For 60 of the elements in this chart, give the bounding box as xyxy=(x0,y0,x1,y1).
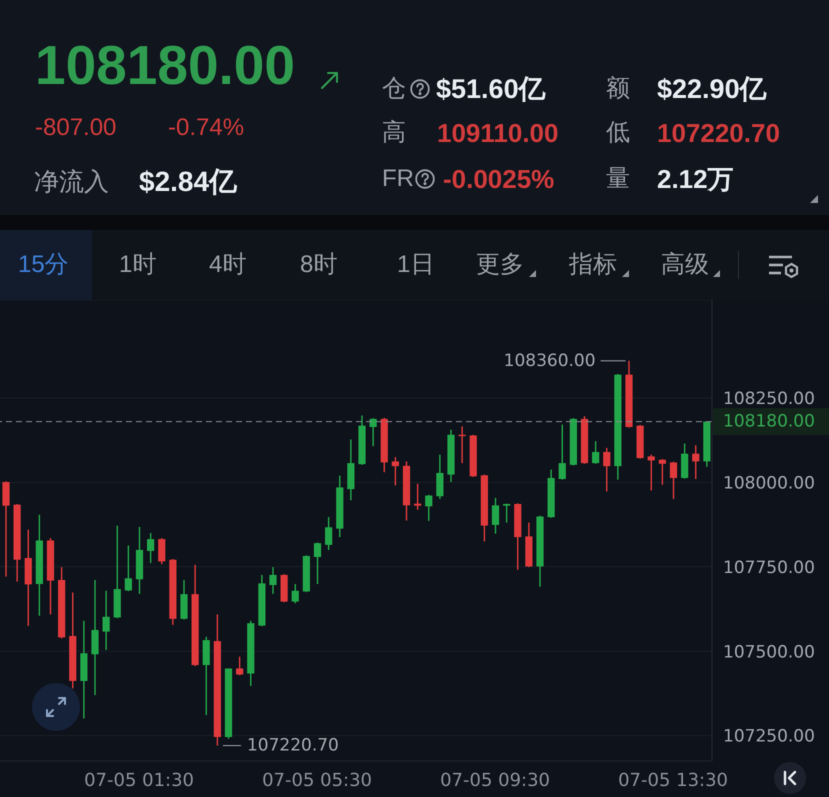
x-tick-label: 07-05 01:30 xyxy=(84,770,194,791)
y-tick-label: 107750.00 xyxy=(723,558,815,578)
text: 净流入 xyxy=(34,168,109,196)
candlestick xyxy=(658,458,666,486)
candlestick xyxy=(314,542,322,585)
text: -0.0025% xyxy=(443,164,554,194)
text: 15分 xyxy=(18,251,69,278)
candlestick xyxy=(648,454,655,492)
x-tick-label: 07-05 13:30 xyxy=(618,770,728,791)
annotation: 107220.70 xyxy=(246,736,339,756)
text: $2.84亿 xyxy=(139,166,238,197)
candlestick xyxy=(124,544,132,592)
candlestick xyxy=(236,656,244,676)
candlestick xyxy=(392,456,399,486)
text: 额 xyxy=(606,75,630,102)
text: 高 xyxy=(382,119,406,146)
candlestick xyxy=(269,566,277,595)
candlestick xyxy=(158,537,166,565)
y-tick-label: 108000.00 xyxy=(723,473,815,494)
annotation: 108360.00 xyxy=(504,350,596,371)
text: 仓 xyxy=(382,75,406,102)
text: 8时 xyxy=(300,251,338,278)
candlestick xyxy=(492,497,500,534)
y-tick-label: 108250.00 xyxy=(723,388,815,409)
text: $51.60亿 xyxy=(436,74,546,104)
text: 4时 xyxy=(209,251,246,278)
candlestick xyxy=(325,516,332,551)
candlestick xyxy=(592,440,600,464)
text: 2.12万 xyxy=(657,164,734,194)
text: 108180.00 xyxy=(35,34,295,96)
text: 109110.00 xyxy=(437,118,558,148)
candlestick xyxy=(692,444,700,480)
candlestick xyxy=(147,532,154,564)
text: 高级 xyxy=(661,251,709,278)
text: $22.90亿 xyxy=(657,74,767,104)
text: 低 xyxy=(606,119,630,146)
text: 量 xyxy=(606,165,630,192)
text: 107220.70 xyxy=(657,118,780,148)
text: -807.00 xyxy=(35,114,116,141)
candlestick xyxy=(414,483,422,510)
text: FR xyxy=(382,165,414,192)
candlestick xyxy=(2,480,10,578)
candlestick xyxy=(558,424,566,480)
text: 1时 xyxy=(119,251,156,278)
text: -0.74% xyxy=(168,114,244,141)
candlestick xyxy=(425,494,432,522)
candlestick xyxy=(603,447,610,492)
text: 1日 xyxy=(397,251,434,278)
candlestick xyxy=(102,590,110,651)
candlestick xyxy=(670,461,678,500)
x-tick-label: 07-05 09:30 xyxy=(440,770,550,791)
text: 指标 xyxy=(569,251,617,278)
candlestick xyxy=(370,418,377,447)
ref-line-label: 108180.00 xyxy=(723,412,815,432)
x-tick-label: 07-05 05:30 xyxy=(262,770,372,791)
y-tick-label: 107500.00 xyxy=(723,642,815,662)
candlestick xyxy=(436,454,444,500)
candlestick xyxy=(292,583,299,604)
y-tick-label: 107250.00 xyxy=(723,726,815,747)
text: 更多 xyxy=(476,251,524,278)
